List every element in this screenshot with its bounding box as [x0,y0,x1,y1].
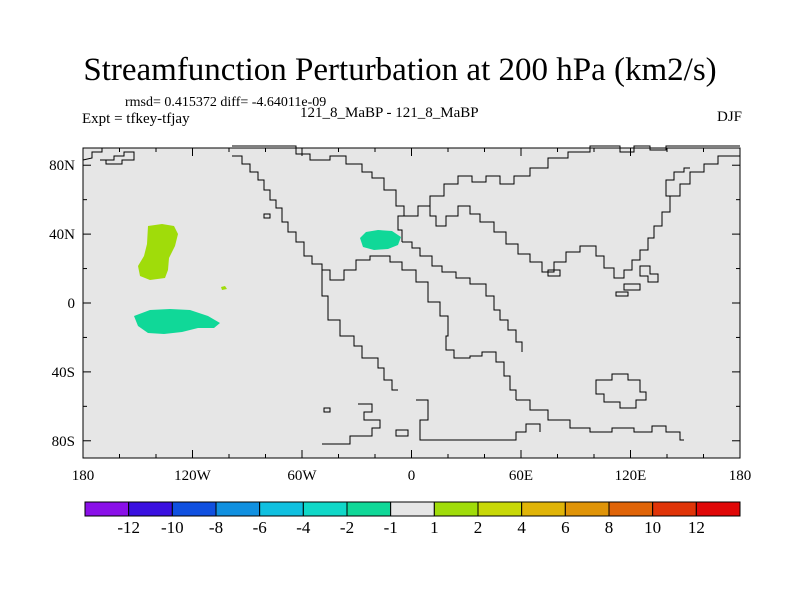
colorbar-label: -12 [117,518,140,537]
shaded-contours [134,224,401,334]
colorbar-label: 4 [517,518,526,537]
x-axis: 180 120W 60W 0 60E 120E 180 [72,148,752,484]
chart-title: Streamfunction Perturbation at 200 hPa (… [83,52,717,88]
x-tick-label: 60E [509,468,533,484]
x-tick-label: 180 [72,468,95,484]
y-tick-label: 40N [49,227,75,243]
colorbar-swatch [128,501,173,517]
x-tick-label: 120E [615,468,647,484]
colorbar-swatch [695,501,741,517]
x-tick-label: 180 [729,468,752,484]
coastline-south-america [321,255,517,400]
south-pacific-negative-region [134,309,220,334]
colorbar-label: 8 [605,518,614,537]
colorbar-swatch [433,501,479,517]
x-tick-label: 60W [287,468,317,484]
coastline-north-america [82,145,405,270]
stats-line: rmsd= 0.415372 diff= -4.64011e-09 [125,95,327,110]
colorbar-swatch [84,501,130,517]
colorbar-label: 2 [474,518,483,537]
case-label: 121_8_MaBP - 121_8_MaBP [300,105,479,121]
experiment-label: Expt = tfkey-tfjay [82,111,190,127]
colorbar: -12 -10 -8 -6 -4 -2 -1 1 2 4 6 8 10 12 [84,501,741,537]
colorbar-label: 10 [644,518,661,537]
x-tick-label: 0 [408,468,416,484]
colorbar-swatch [477,501,523,517]
coastline-australia [516,373,684,441]
y-tick-label: 80N [49,158,75,174]
map-background [83,148,740,458]
colorbar-label: -8 [209,518,223,537]
colorbar-label: -1 [384,518,398,537]
colorbar-label: -10 [161,518,184,537]
colorbar-swatch [171,501,217,517]
colorbar-swatch [521,501,566,517]
y-tick-label: 80S [52,434,75,450]
colorbar-swatch [608,501,654,517]
colorbar-swatch [346,501,392,517]
coastline-antarctic-fragments [322,399,541,445]
coastline-eurasia-africa [402,145,740,352]
small-positive-speck [221,286,227,290]
x-tick-label: 120W [174,468,212,484]
colorbar-swatch [215,501,261,517]
coastlines [82,145,740,445]
y-tick-label: 0 [68,296,76,312]
colorbar-label: 1 [430,518,439,537]
colorbar-swatch [564,501,610,517]
y-tick-label: 40S [52,365,75,381]
season-label: DJF [716,109,742,125]
colorbar-swatch [390,501,435,517]
mediterranean-negative-region [360,230,401,250]
y-axis: 80N 40N 0 40S 80S [49,158,740,450]
coastline-se-asia [547,265,659,297]
colorbar-swatch [259,501,304,517]
colorbar-label: -2 [340,518,354,537]
colorbar-swatch [302,501,348,517]
north-pacific-positive-region [138,224,178,280]
colorbar-label: -6 [253,518,267,537]
colorbar-label: 12 [688,518,705,537]
colorbar-label: 6 [561,518,570,537]
colorbar-swatch [652,501,697,517]
colorbar-label: -4 [296,518,311,537]
